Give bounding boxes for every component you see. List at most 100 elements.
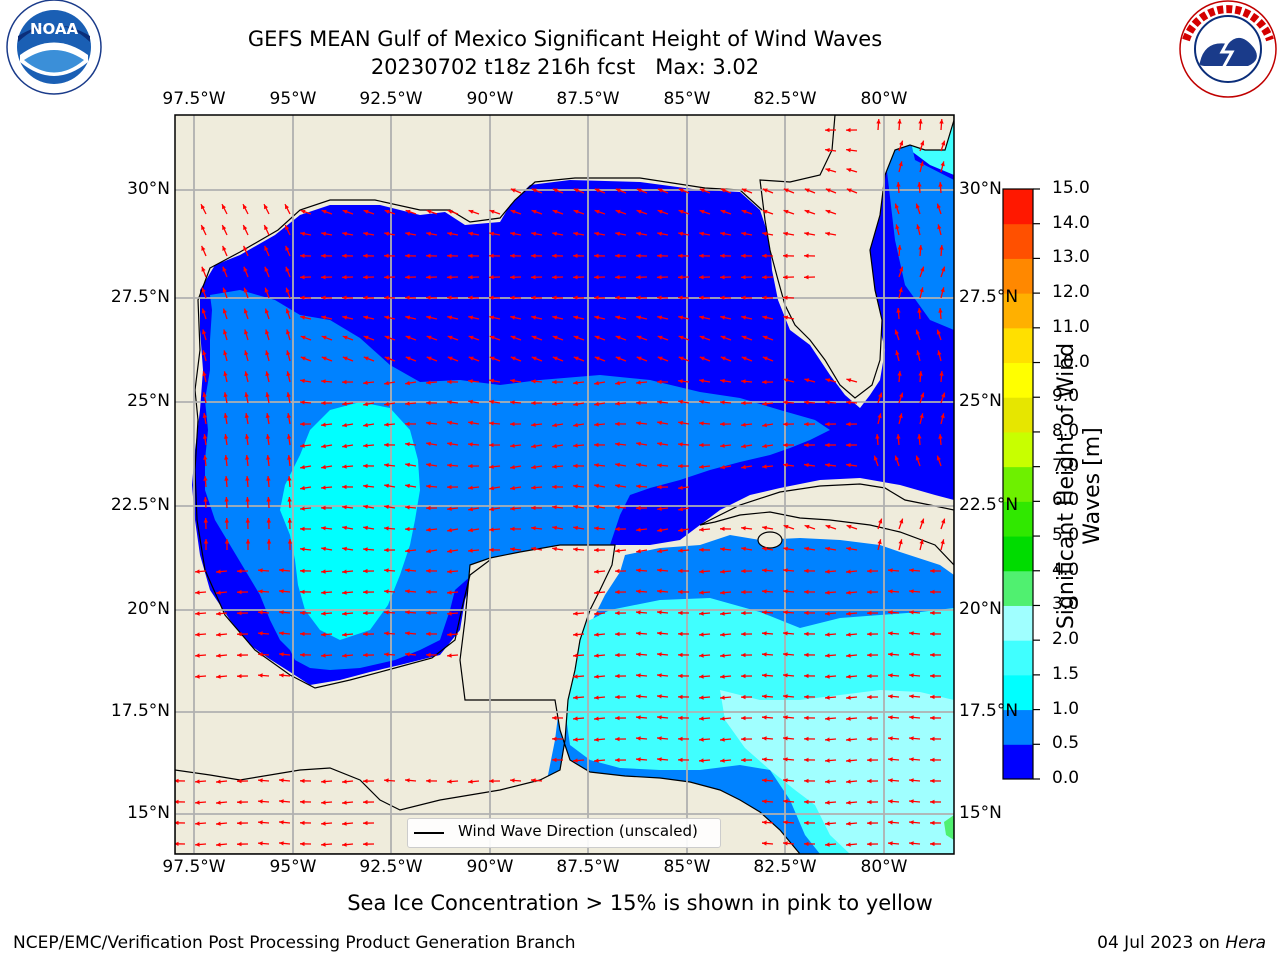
wave-direction-arrowhead [468, 379, 473, 384]
wave-direction-arrowhead [657, 400, 662, 405]
wave-direction-arrowhead [363, 799, 368, 805]
wave-direction-arrowhead [636, 484, 641, 489]
wave-direction-arrowhead [552, 443, 557, 449]
wave-direction-arrowhead [426, 462, 431, 468]
wave-direction-arrowhead [447, 779, 452, 784]
lon-tick-label-top: 95°W [269, 89, 317, 109]
wave-direction-arrowhead [363, 820, 368, 826]
wave-direction-arrowhead [720, 275, 725, 280]
wave-direction-arrowhead [720, 400, 725, 405]
wave-direction-arrowhead [447, 632, 452, 637]
lat-tick-label-left: 30°N [127, 179, 170, 199]
wave-direction-arrowhead [552, 736, 557, 742]
wave-direction-arrowhead [216, 590, 221, 595]
wave-direction-arrowhead [636, 673, 641, 678]
footer-branch: NCEP/EMC/Verification Post Processing Pr… [13, 933, 576, 953]
wave-direction-arrowhead [846, 442, 851, 448]
wave-direction-arrowhead [300, 526, 305, 532]
wave-direction-arrowhead [510, 253, 515, 259]
wave-direction-arrowhead [804, 673, 809, 679]
wave-direction-arrowhead [636, 694, 641, 699]
wave-direction-arrowhead [573, 315, 579, 320]
wave-direction-arrowhead [405, 380, 410, 386]
wave-direction-arrowhead [741, 736, 746, 742]
wave-direction-arrowhead [237, 820, 242, 826]
wave-direction-arrowhead [573, 695, 578, 700]
wave-direction-arrowhead [594, 335, 600, 340]
wave-direction-arrowhead [264, 245, 269, 251]
wave-direction-arrowhead [762, 778, 767, 783]
wave-direction-arrowhead [636, 736, 641, 741]
wave-direction-arrowhead [195, 611, 200, 616]
wave-direction-arrowhead [300, 315, 306, 320]
wave-direction-arrowhead [363, 841, 368, 847]
colorbar-segment [1003, 397, 1033, 433]
wave-direction-arrowhead [741, 715, 746, 721]
wave-direction-arrowhead [699, 378, 704, 384]
wave-direction-arrowhead [940, 413, 945, 419]
wave-direction-arrowhead [657, 295, 662, 300]
wave-direction-arrowhead [846, 800, 851, 805]
wave-direction-arrowhead [825, 442, 830, 448]
wave-direction-arrowhead [899, 518, 904, 524]
chart-title-line2: 20230702 t18z 216h fcst Max: 3.02 [370, 55, 760, 79]
wave-direction-arrowhead [762, 652, 767, 657]
wave-direction-arrowhead [783, 462, 788, 468]
wave-direction-arrowhead [657, 652, 662, 657]
wave-direction-arrowhead [203, 539, 209, 544]
wave-direction-arrowhead [489, 295, 494, 300]
wave-direction-arrowhead [426, 484, 431, 489]
wave-direction-arrowhead [426, 335, 432, 340]
wave-direction-arrowhead [783, 231, 788, 236]
wave-direction-arrowhead [615, 652, 620, 658]
wave-direction-arrowhead [531, 526, 536, 531]
wave-direction-arrowhead [285, 204, 290, 210]
lat-tick-label-left: 22.5°N [110, 495, 170, 515]
wave-direction-arrowhead [741, 335, 747, 340]
wave-direction-arrowhead [363, 315, 369, 320]
wave-direction-arrowhead [762, 335, 768, 340]
wave-direction-arrowhead [300, 506, 305, 511]
wave-direction-arrowhead [510, 295, 515, 300]
colorbar-tick-label: 9.0 [1052, 386, 1080, 407]
wave-direction-arrowhead [531, 778, 536, 783]
sea-ice-caption: Sea Ice Concentration > 15% is shown in … [347, 891, 933, 915]
wave-direction-arrowhead [699, 209, 705, 214]
wave-direction-arrowhead [741, 464, 746, 470]
wave-direction-arrowhead [846, 148, 851, 153]
wave-direction-arrowhead [224, 518, 229, 523]
wave-direction-arrowhead [468, 275, 473, 280]
wave-direction-arrowhead [223, 371, 228, 377]
wave-direction-arrowhead [919, 413, 924, 419]
wave-direction-arrowhead [783, 568, 788, 573]
wave-direction-arrowhead [678, 757, 683, 763]
wave-direction-arrowhead [426, 589, 431, 595]
wave-direction-arrowhead [342, 275, 347, 280]
wave-direction-arrowhead [489, 231, 494, 236]
colorbar-tick-label: 7.0 [1052, 455, 1080, 476]
wave-direction-arrowhead [447, 653, 452, 658]
wave-direction-arrowhead [265, 434, 271, 439]
wave-direction-arrowhead [573, 484, 578, 489]
wave-direction-arrowhead [699, 399, 704, 405]
wave-direction-arrowhead [894, 455, 899, 461]
colorbar-tick-label: 0.5 [1052, 733, 1080, 754]
wave-direction-arrowhead [762, 315, 768, 320]
wave-direction-arrowhead [426, 505, 431, 511]
wave-direction-arrowhead [552, 209, 558, 214]
wave-direction-arrowhead [720, 231, 725, 236]
wave-direction-arrowhead [201, 308, 207, 314]
wave-direction-arrowhead [699, 275, 704, 280]
wave-direction-arrowhead [937, 224, 942, 230]
wave-direction-arrowhead [342, 484, 347, 490]
wave-direction-arrowhead [245, 497, 250, 502]
wave-direction-arrowhead [636, 253, 641, 259]
wave-direction-arrowhead [888, 589, 893, 594]
wave-direction-arrowhead [510, 356, 516, 361]
wave-direction-arrowhead [846, 779, 851, 784]
wave-direction-arrowhead [552, 188, 558, 193]
wave-direction-arrowhead [762, 231, 767, 236]
colorbar-tick-label: 5.0 [1052, 525, 1080, 546]
wave-direction-arrowhead [279, 673, 284, 678]
wave-direction-arrowhead [594, 695, 599, 700]
